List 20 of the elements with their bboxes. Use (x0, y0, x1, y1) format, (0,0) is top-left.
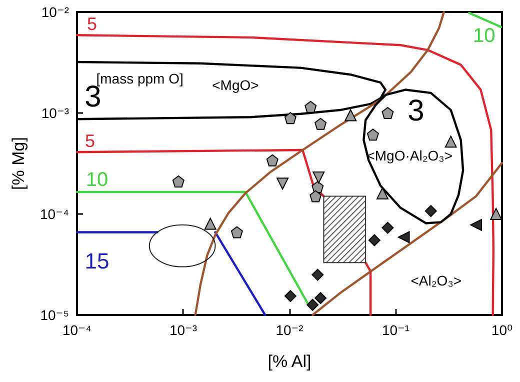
x-tick-label: 10⁻² (276, 322, 304, 338)
x-tick-label: 10⁻¹ (382, 322, 410, 338)
y-tick-label: 10⁻⁵ (40, 307, 69, 323)
x-tick-label: 10⁰ (491, 322, 513, 338)
series-label: 5 (84, 131, 96, 152)
series-label: 10 (86, 169, 108, 192)
annotation: <MgO·Al₂O₃> (366, 147, 453, 164)
annotation: <Al₂O₃> (410, 272, 462, 288)
y-axis-title: [% Mg] (9, 137, 28, 190)
y-tick-label: 10⁻⁴ (40, 206, 69, 222)
y-tick-label: 10⁻³ (41, 105, 70, 121)
series-label: 15 (84, 248, 110, 274)
annotation: <MgO> (212, 76, 259, 93)
y-tick-label: 10⁻² (41, 4, 70, 20)
series-label: 10 (472, 25, 496, 48)
annotation: 3 (408, 94, 424, 128)
series-label: 5 (86, 14, 98, 34)
x-tick-label: 10⁻³ (169, 322, 198, 338)
x-tick-label: 10⁻⁴ (62, 322, 92, 338)
x-axis-title: [% Al] (268, 352, 312, 371)
